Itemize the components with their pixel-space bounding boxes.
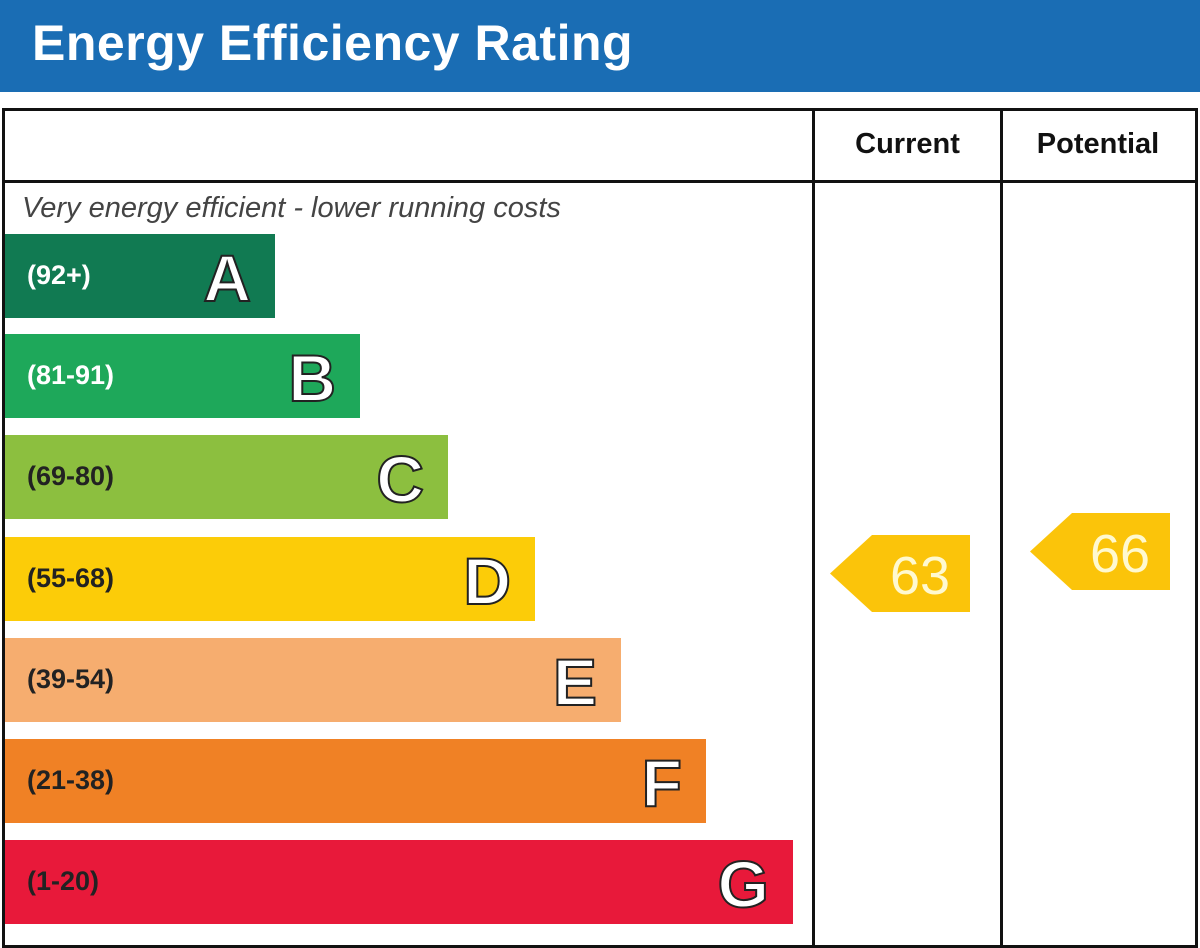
title-banner: Energy Efficiency Rating xyxy=(0,0,1200,92)
band-letter: C xyxy=(375,441,425,517)
band-range: (92+) xyxy=(27,260,91,290)
band-bar-b: (81-91) B xyxy=(5,334,360,418)
band-range: (69-80) xyxy=(27,461,115,491)
band-bar-a: (92+) A xyxy=(5,234,275,318)
band-bar-e: (39-54) E xyxy=(5,638,621,722)
band-letter: F xyxy=(641,745,683,821)
header-divider xyxy=(2,180,1198,183)
current-rating-value: 63 xyxy=(889,546,951,606)
band-bar-f: (21-38) F xyxy=(5,739,706,823)
band-range: (81-91) xyxy=(27,360,115,390)
band-range: (39-54) xyxy=(27,664,115,694)
chart-subtitle: Very energy efficient - lower running co… xyxy=(22,192,561,224)
band-range: (21-38) xyxy=(27,765,115,795)
potential-column-header: Potential xyxy=(1036,128,1160,160)
band-letter: D xyxy=(462,543,512,619)
band-bar-g: (1-20) G xyxy=(5,840,793,924)
band-bar-d: (55-68) D xyxy=(5,537,535,621)
band-letter: G xyxy=(717,846,770,922)
chart-title: Energy Efficiency Rating xyxy=(32,15,634,71)
band-letter: B xyxy=(287,340,337,416)
potential-rating-value: 66 xyxy=(1089,524,1151,584)
column-divider xyxy=(1000,108,1003,948)
band-bar-c: (69-80) C xyxy=(5,435,448,519)
column-divider xyxy=(812,108,815,948)
band-range: (55-68) xyxy=(27,563,115,593)
band-range: (1-20) xyxy=(27,866,100,896)
band-letter: E xyxy=(552,644,598,720)
band-letter: A xyxy=(202,240,252,316)
current-column-header: Current xyxy=(855,128,960,160)
